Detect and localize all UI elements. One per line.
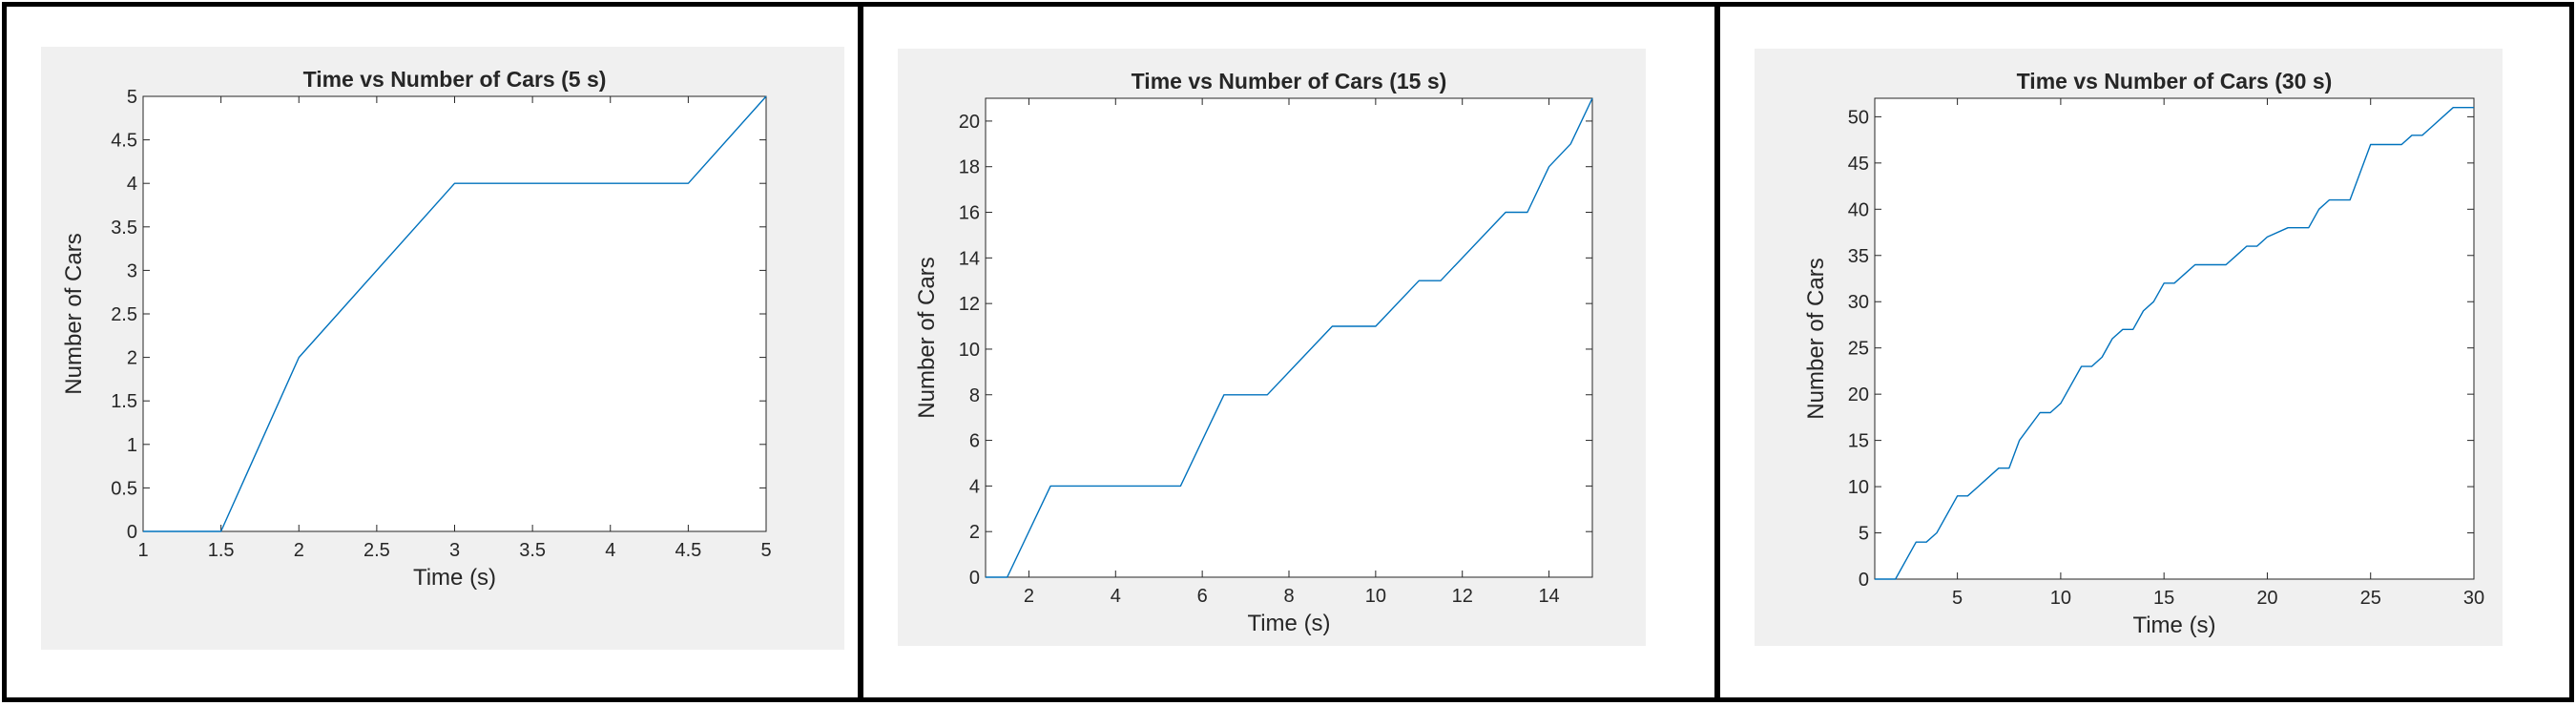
x-axis-label: Time (s) (2132, 613, 2215, 638)
x-tick-label: 3 (449, 540, 460, 561)
x-tick-label: 2.5 (364, 540, 390, 561)
x-tick-label: 30 (2463, 588, 2484, 609)
y-tick-label: 2.5 (111, 304, 137, 325)
y-axis-label: Number of Cars (914, 257, 940, 418)
series-line (1875, 107, 2474, 580)
x-axis-label: Time (s) (413, 565, 496, 591)
x-tick-label: 8 (1283, 586, 1294, 607)
y-tick-label: 5 (127, 87, 137, 108)
y-tick-label: 30 (1848, 292, 1869, 313)
x-tick-label: 3.5 (519, 540, 546, 561)
figure-panel-1: Time vs Number of Cars (5 s) 1 1.5 2 2.5 3 3.5… (2, 2, 862, 702)
y-tick-label: 6 (969, 431, 980, 452)
x-tick-label: 2 (1024, 586, 1034, 607)
figure-background: Time vs Number of Cars (30 s) 5 10 15 20 25 30… (1755, 49, 2503, 646)
plot-area (985, 97, 1593, 578)
figure-background: Time vs Number of Cars (15 s) 2 4 6 8 10 12 14 0… (898, 49, 1646, 646)
y-tick-label: 1 (127, 435, 137, 456)
y-tick-label: 2 (969, 522, 980, 543)
y-tick-label: 0 (127, 522, 137, 543)
x-tick-label: 4.5 (675, 540, 701, 561)
y-tick-label: 5 (1859, 524, 1869, 545)
y-tick-label: 14 (959, 248, 980, 269)
y-tick-label: 18 (959, 157, 980, 178)
figure-panel-3: Time vs Number of Cars (30 s) 5 10 15 20 25 30… (1715, 2, 2574, 702)
chart-title: Time vs Number of Cars (15 s) (1132, 69, 1447, 93)
x-tick-label: 20 (2256, 588, 2277, 609)
y-tick-label: 12 (959, 294, 980, 315)
y-tick-label: 4 (969, 476, 980, 497)
chart-3: Time vs Number of Cars (30 s) 5 10 15 20 25 30… (1803, 69, 2484, 638)
y-tick-label: 15 (1848, 431, 1869, 452)
x-tick-label: 5 (1952, 588, 1963, 609)
chart-title: Time vs Number of Cars (30 s) (2017, 69, 2333, 93)
x-tick-label: 25 (2360, 588, 2381, 609)
y-tick-label: 3.5 (111, 218, 137, 239)
y-tick-label: 0 (969, 568, 980, 589)
y-axis-label: Number of Cars (1803, 258, 1829, 419)
x-tick-label: 1.5 (208, 540, 235, 561)
y-tick-label: 0 (1859, 570, 1869, 591)
y-tick-label: 1.5 (111, 391, 137, 412)
x-tick-label: 12 (1452, 586, 1473, 607)
y-tick-label: 4.5 (111, 131, 137, 152)
series-line (986, 97, 1593, 578)
x-tick-label: 4 (605, 540, 615, 561)
y-tick-label: 0.5 (111, 478, 137, 499)
y-tick-label: 16 (959, 203, 980, 224)
x-tick-label: 5 (760, 540, 771, 561)
y-tick-label: 10 (959, 340, 980, 361)
x-tick-label: 14 (1538, 586, 1559, 607)
x-tick-label: 10 (2050, 588, 2071, 609)
y-tick-label: 2 (127, 348, 137, 369)
y-tick-label: 10 (1848, 477, 1869, 498)
y-tick-label: 25 (1848, 339, 1869, 360)
x-tick-label: 10 (1365, 586, 1386, 607)
y-tick-label: 45 (1848, 154, 1869, 175)
chart-1: Time vs Number of Cars (5 s) 1 1.5 2 2.5 3 3.5… (61, 67, 772, 591)
y-tick-label: 35 (1848, 246, 1869, 267)
plot-area (142, 95, 767, 532)
chart-title: Time vs Number of Cars (5 s) (303, 67, 607, 92)
chart-2: Time vs Number of Cars (15 s) 2 4 6 8 10 12 14 0… (914, 69, 1593, 636)
y-tick-label: 20 (959, 112, 980, 133)
x-axis-label: Time (s) (1247, 611, 1330, 636)
figure-panel-2: Time vs Number of Cars (15 s) 2 4 6 8 10 12 14 0… (859, 2, 1719, 702)
x-tick-label: 2 (294, 540, 304, 561)
y-tick-label: 4 (127, 174, 137, 195)
figure-background: Time vs Number of Cars (5 s) 1 1.5 2 2.5 3 3.5… (41, 47, 844, 650)
y-axis-label: Number of Cars (61, 233, 87, 394)
x-tick-label: 15 (2153, 588, 2174, 609)
plot-area (1874, 97, 2475, 580)
y-tick-label: 40 (1848, 199, 1869, 220)
y-tick-label: 8 (969, 385, 980, 406)
y-tick-label: 3 (127, 260, 137, 281)
x-tick-label: 4 (1111, 586, 1121, 607)
x-tick-label: 1 (137, 540, 148, 561)
y-tick-label: 50 (1848, 107, 1869, 128)
series-line (143, 95, 767, 532)
y-tick-label: 20 (1848, 384, 1869, 405)
x-tick-label: 6 (1197, 586, 1208, 607)
